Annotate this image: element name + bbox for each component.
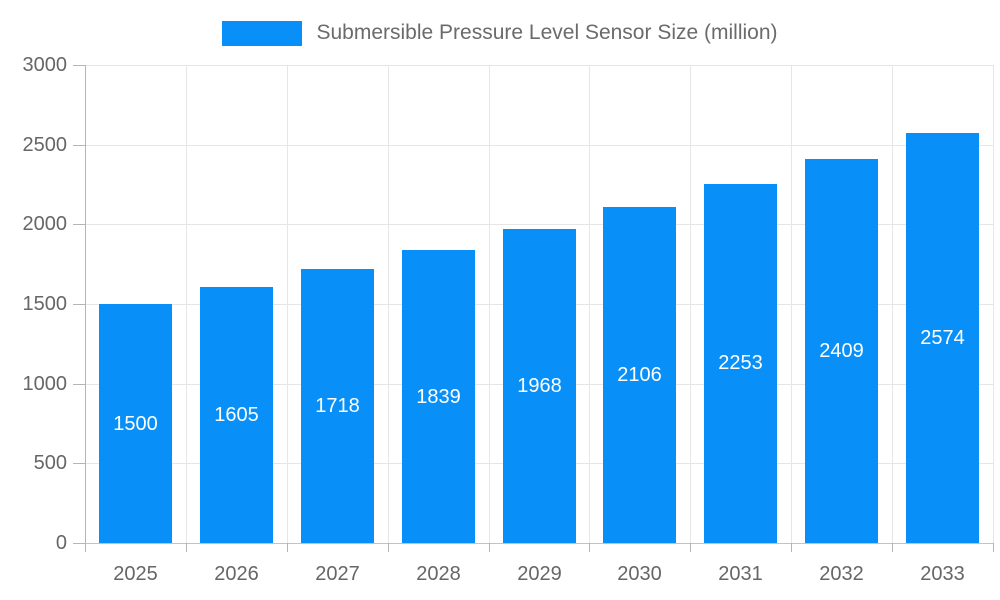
bar-2025[interactable]: 1500	[99, 304, 172, 543]
x-axis-label: 2025	[113, 563, 158, 585]
bar-2033[interactable]: 2574	[906, 133, 979, 543]
bar-2030[interactable]: 2106	[603, 207, 676, 543]
x-axis-tick	[85, 543, 86, 552]
y-axis-label: 2500	[22, 133, 68, 156]
x-axis-tick	[589, 543, 590, 552]
bar-2032[interactable]: 2409	[805, 159, 878, 543]
y-axis-tick	[73, 65, 85, 66]
y-axis-tick	[73, 543, 85, 544]
x-axis-label: 2027	[315, 563, 360, 585]
x-axis-tick	[186, 543, 187, 552]
x-axis-tick	[993, 543, 994, 552]
bar-value-label: 1718	[315, 395, 360, 417]
x-gridline	[287, 65, 288, 543]
y-axis-tick	[73, 304, 85, 305]
x-axis-label: 2030	[617, 563, 662, 585]
y-gridline	[85, 543, 993, 544]
bar-value-label: 1839	[416, 386, 461, 408]
bar-value-label: 2574	[920, 327, 965, 349]
x-axis-tick	[791, 543, 792, 552]
x-axis-label: 2028	[416, 563, 461, 585]
y-axis-label: 1000	[22, 372, 68, 395]
plot-area: 1500 1605 1718 1839 1968 2106 2253 2409 2574	[85, 65, 994, 544]
x-axis-label: 2033	[920, 563, 965, 585]
bar-value-label: 2409	[819, 340, 864, 362]
x-gridline	[186, 65, 187, 543]
y-gridline	[85, 65, 993, 66]
x-gridline	[388, 65, 389, 543]
x-gridline	[791, 65, 792, 543]
x-axis-tick	[690, 543, 691, 552]
x-axis-tick	[388, 543, 389, 552]
x-axis-label: 2026	[214, 563, 259, 585]
y-gridline	[85, 224, 993, 226]
x-axis-label: 2031	[718, 563, 763, 585]
chart-legend[interactable]: Submersible Pressure Level Sensor Size (…	[0, 16, 1000, 50]
y-axis-label: 0	[55, 532, 67, 554]
bar-2026[interactable]: 1605	[200, 287, 273, 543]
y-axis-label: 3000	[22, 54, 68, 76]
y-axis-label: 500	[33, 452, 67, 475]
y-axis-tick	[73, 224, 85, 226]
y-axis-label: 2000	[22, 213, 68, 236]
x-gridline	[690, 65, 691, 543]
legend-swatch	[222, 20, 303, 46]
y-axis-tick	[73, 144, 85, 146]
x-gridline	[589, 65, 590, 543]
x-axis-tick	[892, 543, 893, 552]
y-axis-tick	[73, 383, 85, 385]
bar-2028[interactable]: 1839	[402, 250, 475, 543]
x-gridline	[892, 65, 893, 543]
bar-value-label: 1605	[214, 404, 259, 426]
bar-2029[interactable]: 1968	[503, 229, 576, 543]
x-axis-tick	[287, 543, 288, 552]
bar-2027[interactable]: 1718	[301, 269, 374, 543]
bar-value-label: 2253	[718, 352, 763, 374]
bar-value-label: 1968	[517, 375, 562, 397]
x-gridline	[489, 65, 490, 543]
x-gridline	[85, 65, 86, 543]
x-axis-label: 2032	[819, 563, 864, 585]
bar-2031[interactable]: 2253	[704, 184, 777, 543]
x-axis-tick	[489, 543, 490, 552]
bar-value-label: 2106	[617, 364, 662, 386]
bar-value-label: 1500	[113, 413, 158, 435]
y-gridline	[85, 144, 993, 146]
legend-label: Submersible Pressure Level Sensor Size (…	[316, 21, 778, 44]
y-axis-tick	[73, 463, 85, 465]
x-axis-label: 2029	[517, 563, 562, 585]
y-axis-label: 1500	[22, 293, 68, 315]
x-gridline	[993, 65, 994, 543]
